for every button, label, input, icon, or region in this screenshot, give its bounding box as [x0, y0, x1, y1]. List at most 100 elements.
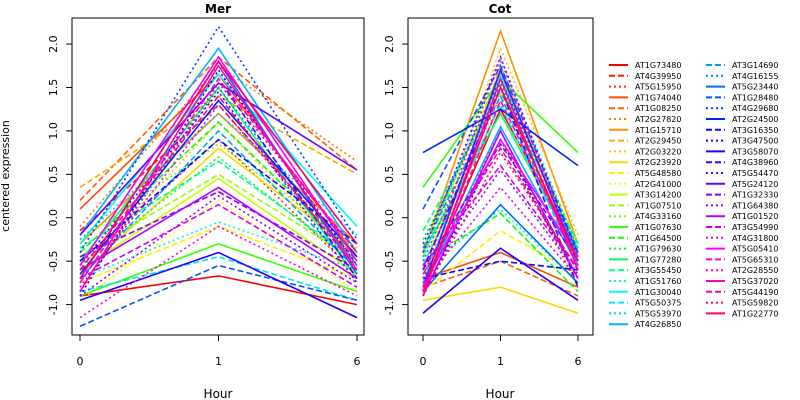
- series-line-mer-42: [79, 55, 358, 266]
- series-line-mer-33: [79, 251, 358, 319]
- series-line-cot-23: [422, 59, 579, 258]
- legend-label-17: AT1G79630: [635, 245, 681, 254]
- series-line-cot-19: [422, 90, 579, 245]
- legend-label-4: AT1G08250: [635, 104, 681, 113]
- legend-label-42: AT5G05410: [732, 245, 778, 254]
- legend-label-47: AT5G59820: [732, 299, 778, 308]
- legend-label-33: AT3G58070: [732, 147, 778, 156]
- legend-label-26: AT4G16155: [732, 72, 778, 81]
- series-line-mer-47: [79, 81, 358, 293]
- series-line-mer-45: [79, 64, 358, 293]
- y-tick-label-cot-5: 1.5: [383, 79, 396, 97]
- series-line-mer-22: [79, 255, 358, 302]
- legend-label-0: AT1G73480: [635, 61, 681, 70]
- legend-label-45: AT5G37020: [732, 277, 778, 286]
- y-tick-label-cot-3: 0.5: [383, 166, 396, 184]
- legend-label-30: AT2G24500: [732, 115, 778, 124]
- series-line-mer-15: [79, 242, 358, 297]
- legend-label-19: AT3G55450: [635, 266, 681, 275]
- x-tick-label-cot-2: 6: [575, 355, 582, 368]
- series-group-mer: [79, 25, 358, 328]
- series-line-mer-37: [79, 190, 358, 271]
- series-line-mer-44: [79, 225, 358, 319]
- legend-label-48: AT1G22770: [732, 309, 778, 318]
- series-line-mer-46: [79, 94, 358, 271]
- series-line-cot-30: [422, 108, 579, 167]
- series-line-cot-42: [422, 138, 579, 288]
- x-tick-label-cot-0: 0: [420, 355, 427, 368]
- series-line-mer-12: [79, 177, 358, 275]
- panel-title-mer: Mer: [205, 2, 231, 16]
- legend-label-10: AT5G48580: [635, 169, 681, 178]
- legend-label-23: AT5G53970: [635, 309, 681, 318]
- y-tick-label-cot-6: 2.0: [383, 35, 396, 53]
- series-line-cot-36: [422, 67, 579, 288]
- legend-label-7: AT2G29450: [635, 137, 681, 146]
- series-line-mer-28: [79, 264, 358, 328]
- y-tick-label-cot-1: -0.5: [383, 250, 396, 271]
- series-line-cot-31: [422, 260, 579, 280]
- x-tick-label-mer-2: 6: [354, 355, 361, 368]
- x-axis-mer: 0 1 6: [77, 335, 361, 368]
- legend-label-31: AT3G16350: [732, 126, 778, 135]
- legend-label-13: AT1G07510: [635, 201, 681, 210]
- x-axis-cot: 0 1 6: [420, 335, 582, 368]
- legend-label-28: AT1G28480: [732, 93, 778, 102]
- legend-label-6: AT1G15710: [635, 126, 681, 135]
- x-tick-label-mer-1: 1: [215, 355, 222, 368]
- legend-label-27: AT5G23440: [732, 83, 778, 92]
- y-tick-label-mer-5: 1.5: [47, 79, 60, 97]
- legend-label-1: AT4G39950: [635, 72, 681, 81]
- legend-label-11: AT2G41000: [635, 180, 681, 189]
- y-tick-label-mer-2: 0.0: [47, 209, 60, 227]
- x-axis-label-mer: Hour: [204, 387, 233, 400]
- legend-label-46: AT5G44190: [732, 288, 778, 297]
- series-line-mer-2: [79, 138, 358, 275]
- panel-cot: Cot -1.0 -0.5 0.0 0.5 1.0 1.5 2.0 0 1 6 Hour: [383, 2, 594, 400]
- legend-label-41: AT4G31800: [732, 234, 778, 243]
- series-line-mer-11: [79, 199, 358, 301]
- legend-label-2: AT5G15950: [635, 83, 681, 92]
- y-tick-label-mer-1: -0.5: [47, 250, 60, 271]
- series-line-mer-39: [79, 186, 358, 280]
- series-line-mer-6: [79, 112, 358, 245]
- series-line-mer-48: [79, 60, 358, 279]
- legend-label-18: AT1G77280: [635, 255, 681, 264]
- legend-label-5: AT2G27820: [635, 115, 681, 124]
- series-line-mer-24: [79, 47, 358, 253]
- series-line-mer-21: [79, 73, 358, 245]
- series-group-cot: [422, 28, 579, 315]
- legend-label-21: AT1G30040: [635, 288, 681, 297]
- y-tick-label-cot-2: 0.0: [383, 209, 396, 227]
- legend-label-22: AT5G50375: [635, 299, 681, 308]
- panel-title-cot: Cot: [489, 2, 512, 16]
- series-line-cot-3: [422, 251, 579, 288]
- series-line-cot-5: [422, 94, 579, 266]
- legend-label-36: AT5G24120: [732, 180, 778, 189]
- legend-label-15: AT1G07630: [635, 223, 681, 232]
- series-line-cot-6: [422, 28, 579, 253]
- legend-label-12: AT3G14200: [635, 191, 681, 200]
- series-line-mer-19: [79, 160, 358, 262]
- x-tick-label-cot-1: 1: [497, 355, 504, 368]
- series-line-cot-10: [422, 229, 579, 293]
- series-line-mer-26: [79, 86, 358, 293]
- legend-label-44: AT2G28550: [732, 266, 778, 275]
- y-tick-label-mer-3: 0.5: [47, 166, 60, 184]
- series-line-cot-33: [422, 247, 579, 314]
- legend-label-24: AT4G26850: [635, 320, 681, 329]
- legend-label-37: AT1G32330: [732, 191, 778, 200]
- legend-label-34: AT4G38960: [732, 158, 778, 167]
- y-tick-label-cot-0: -1.0: [383, 294, 396, 315]
- series-line-mer-3: [79, 73, 358, 258]
- y-tick-label-mer-4: 1.0: [47, 122, 60, 140]
- panel-mer: Mer -1.0 -0.5 0.0 0.5 1.0 1.5 2.0 0 1 6 Hour: [47, 2, 365, 400]
- series-line-cot-47: [422, 151, 579, 297]
- y-axis-label: centered expression: [0, 120, 12, 232]
- series-line-cot-35: [422, 54, 579, 258]
- y-tick-label-mer-6: 2.0: [47, 35, 60, 53]
- legend-label-43: AT5G65310: [732, 255, 778, 264]
- series-line-mer-7: [79, 95, 358, 189]
- series-line-mer-18: [79, 86, 358, 279]
